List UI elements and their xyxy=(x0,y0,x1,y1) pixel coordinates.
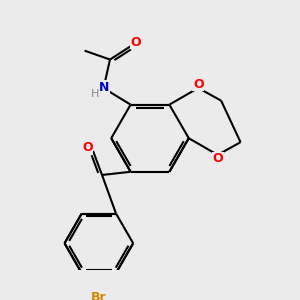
Text: O: O xyxy=(131,36,141,49)
Text: O: O xyxy=(212,152,223,165)
Text: O: O xyxy=(82,141,93,154)
Text: Br: Br xyxy=(91,291,107,300)
Text: N: N xyxy=(99,81,110,94)
Text: H: H xyxy=(91,89,99,99)
Text: O: O xyxy=(193,78,204,91)
